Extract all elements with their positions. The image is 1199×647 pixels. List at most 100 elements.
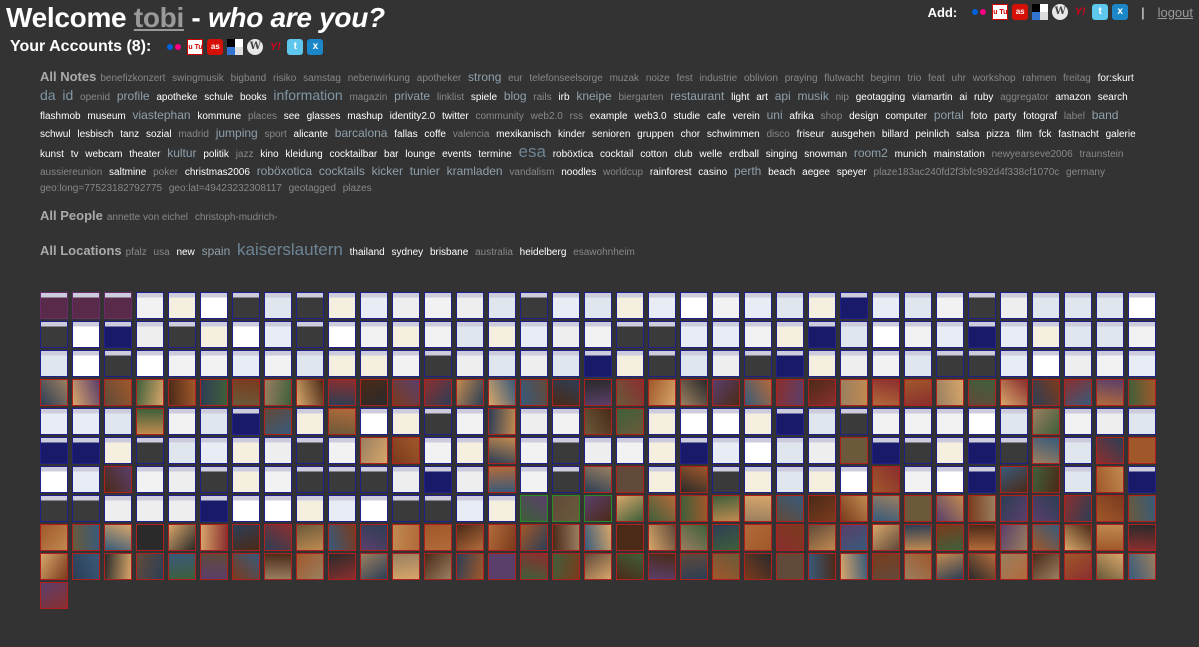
thumbnail[interactable] xyxy=(360,466,388,493)
thumbnail[interactable] xyxy=(40,321,68,348)
thumbnail[interactable] xyxy=(40,292,68,319)
tag-link[interactable]: kultur xyxy=(167,145,197,160)
thumbnail[interactable] xyxy=(200,408,228,435)
tag-link[interactable]: jumping xyxy=(215,126,258,141)
thumbnail[interactable] xyxy=(72,321,100,348)
tag-link[interactable]: private xyxy=(394,89,431,104)
tag-link[interactable]: strong xyxy=(468,70,502,84)
tag-link[interactable]: fotograf xyxy=(1023,110,1058,122)
youtube-icon[interactable]: You Tube xyxy=(187,39,204,55)
tag-link[interactable]: light xyxy=(731,92,750,104)
thumbnail[interactable] xyxy=(552,350,580,377)
thumbnail[interactable] xyxy=(776,524,804,551)
tag-link[interactable]: cocktails xyxy=(318,164,365,179)
tag-link[interactable]: nebenwirkung xyxy=(347,73,410,84)
thumbnail[interactable] xyxy=(168,321,196,348)
thumbnail[interactable] xyxy=(840,524,868,551)
tag-link[interactable]: brisbane xyxy=(429,247,469,258)
tag-link[interactable]: pfalz xyxy=(125,247,147,258)
tag-link[interactable]: computer xyxy=(885,110,928,122)
tag-link[interactable]: cocktailbar xyxy=(329,148,378,160)
thumbnail[interactable] xyxy=(424,408,452,435)
tag-link[interactable]: muzak xyxy=(609,73,640,84)
thumbnail[interactable] xyxy=(840,350,868,377)
flickr-icon[interactable] xyxy=(165,39,183,55)
tag-link[interactable]: kaiserslautern xyxy=(237,240,343,259)
thumbnail[interactable] xyxy=(360,321,388,348)
thumbnail[interactable] xyxy=(360,437,388,464)
thumbnail[interactable] xyxy=(648,379,676,406)
thumbnail[interactable] xyxy=(296,437,324,464)
tag-link[interactable]: christoph-mudrich- xyxy=(194,212,278,223)
thumbnail[interactable] xyxy=(1032,292,1060,319)
tag-link[interactable]: perth xyxy=(733,164,762,179)
tag-link[interactable]: kneipe xyxy=(576,89,612,104)
thumbnail[interactable] xyxy=(904,408,932,435)
tag-link[interactable]: studie xyxy=(673,110,701,122)
thumbnail[interactable] xyxy=(712,408,740,435)
xing-icon[interactable]: x xyxy=(307,39,324,55)
thumbnail[interactable] xyxy=(328,524,356,551)
thumbnail[interactable] xyxy=(872,524,900,551)
thumbnail[interactable] xyxy=(168,495,196,522)
tag-link[interactable]: termine xyxy=(478,148,512,160)
tag-link[interactable]: new xyxy=(176,247,195,258)
tag-link[interactable]: geotagging xyxy=(855,92,906,104)
thumbnail[interactable] xyxy=(328,379,356,406)
thumbnail[interactable] xyxy=(296,553,324,580)
tag-link[interactable]: bigband xyxy=(230,73,267,84)
tag-link[interactable]: tunier xyxy=(409,164,440,179)
thumbnail[interactable] xyxy=(808,553,836,580)
thumbnail[interactable] xyxy=(232,350,260,377)
tag-link[interactable]: welle xyxy=(699,148,723,160)
thumbnail[interactable] xyxy=(1128,292,1156,319)
tag-link[interactable]: design xyxy=(849,110,879,122)
thumbnail[interactable] xyxy=(296,495,324,522)
thumbnail[interactable] xyxy=(840,379,868,406)
thumbnail[interactable] xyxy=(872,379,900,406)
thumbnail[interactable] xyxy=(168,553,196,580)
thumbnail[interactable] xyxy=(1128,495,1156,522)
thumbnail[interactable] xyxy=(1128,437,1156,464)
thumbnail[interactable] xyxy=(104,466,132,493)
thumbnail[interactable] xyxy=(1032,524,1060,551)
thumbnail[interactable] xyxy=(1064,408,1092,435)
tag-link[interactable]: munich xyxy=(894,148,927,160)
tag-link[interactable]: geo:lat=49423232308117 xyxy=(168,183,282,195)
thumbnail[interactable] xyxy=(520,292,548,319)
tag-link[interactable]: cafe xyxy=(706,110,726,122)
thumbnail[interactable] xyxy=(648,321,676,348)
tag-link[interactable]: beginn xyxy=(870,73,901,84)
thumbnail[interactable] xyxy=(424,379,452,406)
tag-link[interactable]: shop xyxy=(820,110,843,122)
thumbnail[interactable] xyxy=(136,350,164,377)
tag-link[interactable]: australia xyxy=(475,247,513,258)
thumbnail[interactable] xyxy=(296,321,324,348)
thumbnail[interactable] xyxy=(360,379,388,406)
thumbnail[interactable] xyxy=(712,321,740,348)
thumbnail[interactable] xyxy=(456,379,484,406)
tag-link[interactable]: aggregator xyxy=(1000,92,1049,104)
thumbnail[interactable] xyxy=(712,437,740,464)
thumbnail[interactable] xyxy=(872,408,900,435)
thumbnail[interactable] xyxy=(1096,466,1124,493)
thumbnail[interactable] xyxy=(840,553,868,580)
tag-link[interactable]: speyer xyxy=(836,167,867,179)
tag-link[interactable]: noize xyxy=(645,73,670,84)
thumbnail[interactable] xyxy=(296,379,324,406)
thumbnail[interactable] xyxy=(520,553,548,580)
thumbnail[interactable] xyxy=(1000,437,1028,464)
thumbnail[interactable] xyxy=(1096,553,1124,580)
thumbnail[interactable] xyxy=(584,292,612,319)
thumbnail[interactable] xyxy=(328,408,356,435)
thumbnail[interactable] xyxy=(552,466,580,493)
tag-link[interactable]: theater xyxy=(129,148,161,160)
tag-link[interactable]: kommune xyxy=(197,110,242,122)
tag-link[interactable]: uhr xyxy=(951,73,966,84)
thumbnail[interactable] xyxy=(1128,321,1156,348)
thumbnail[interactable] xyxy=(72,379,100,406)
tag-link[interactable]: kino xyxy=(260,148,279,160)
thumbnail[interactable] xyxy=(904,553,932,580)
tag-link[interactable]: verein xyxy=(732,110,760,122)
thumbnail[interactable] xyxy=(1000,524,1028,551)
